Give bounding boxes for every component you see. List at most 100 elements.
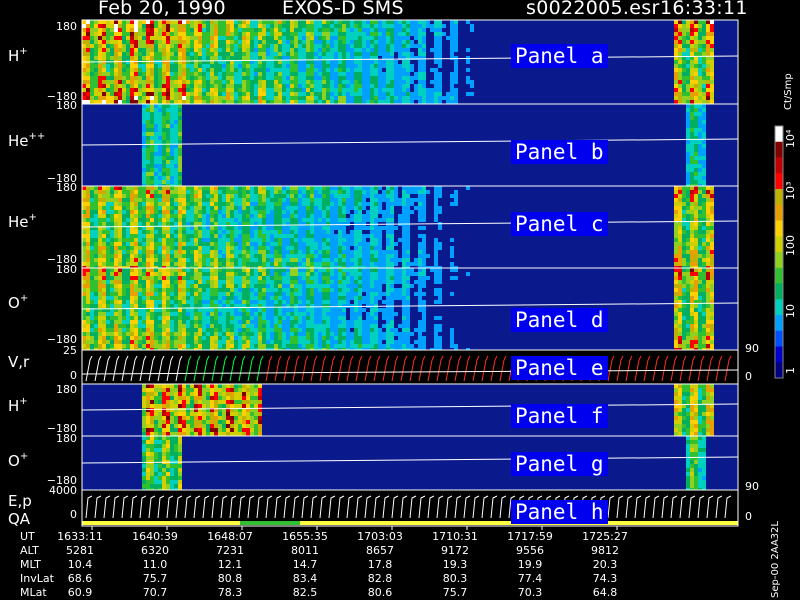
orbit-value: 17.8 (367, 558, 393, 571)
colorbar-swatch (775, 267, 783, 284)
colorbar-title: Ct/Smp (783, 73, 794, 110)
tick-d-max: 180 (56, 263, 77, 276)
tick-b-max: 180 (56, 99, 77, 112)
colorbar-swatch (775, 204, 783, 221)
tick-g-min: −180 (46, 474, 77, 487)
tick-a-max: 180 (56, 20, 77, 33)
colorbar-tick-1: 1 (784, 367, 797, 374)
colorbar-tick-1000: 10³ (784, 181, 797, 200)
orbit-value: 60.9 (67, 586, 93, 599)
colorbar-swatch (775, 299, 783, 316)
orbit-value: 1717:59 (507, 530, 553, 543)
panel-g-heatmap (81, 436, 739, 492)
orbit-value: 19.3 (442, 558, 468, 571)
panel-g-species: O+ (8, 451, 29, 470)
tick-g-max: 180 (56, 432, 77, 445)
file-name: s0022005.esr (526, 0, 660, 19)
colorbar-swatch (775, 330, 783, 347)
colorbar-tick-10: 10 (784, 304, 797, 318)
tick-a-min: −180 (46, 90, 77, 103)
orbit-row-label: ALT (20, 544, 39, 557)
panel-c-heatmap (81, 186, 739, 270)
panel-e-traces (81, 350, 739, 384)
colorbar-swatch (775, 252, 783, 269)
orbit-value: 70.3 (517, 586, 543, 599)
orbit-value: 11.0 (142, 558, 168, 571)
instrument-name: EXOS-D SMS (282, 0, 404, 19)
tick-c-max: 180 (56, 181, 77, 194)
tick-f-max: 180 (56, 383, 77, 396)
panel-b-badge: Panel b (511, 140, 608, 164)
colorbar-swatch (775, 173, 783, 190)
panel-c-species: He+ (8, 212, 37, 231)
tick-e-min: 0 (70, 369, 77, 382)
tick-h-min: 0 (70, 508, 77, 521)
tick-e-max: 25 (63, 344, 77, 357)
orbit-value: 14.7 (292, 558, 318, 571)
orbit-value: 19.9 (517, 558, 543, 571)
colorbar-swatch (775, 236, 783, 253)
orbit-value: 82.8 (367, 572, 393, 585)
plot-id: Sep-00 2AA32L (770, 521, 781, 598)
colorbar-swatch (775, 220, 783, 237)
panel-c-badge: Panel c (511, 212, 608, 236)
panel-frame (81, 489, 739, 527)
orbit-value: 70.7 (142, 586, 168, 599)
tick-h-max: 4000 (49, 484, 77, 497)
colorbar-frame (774, 125, 784, 379)
orbit-value: 1710:31 (432, 530, 478, 543)
orbit-value: 77.4 (517, 572, 543, 585)
orbit-value: 9556 (516, 544, 544, 557)
tick-f-min: −180 (46, 422, 77, 435)
plot-time: 16:33:11 (660, 0, 748, 19)
colorbar-swatch (775, 126, 783, 143)
tick-e-right-min: 0 (745, 370, 752, 383)
plot-date: Feb 20, 1990 (98, 0, 226, 19)
colorbar-swatch (775, 141, 783, 158)
panel-f-species: H+ (8, 396, 28, 415)
orbit-value: 1703:03 (357, 530, 403, 543)
orbit-value: 5281 (66, 544, 94, 557)
orbit-value: 68.6 (67, 572, 93, 585)
orbit-value: 75.7 (442, 586, 468, 599)
panel-a-species: H+ (8, 46, 28, 65)
orbit-value: 1655:35 (282, 530, 328, 543)
tick-c-min: −180 (46, 253, 77, 266)
orbit-value: 20.3 (592, 558, 618, 571)
panel-b-species: He++ (8, 131, 46, 150)
orbit-value: 1640:39 (132, 530, 178, 543)
orbit-value: 8011 (291, 544, 319, 557)
orbit-value: 7231 (216, 544, 244, 557)
panel-e-badge: Panel e (511, 356, 608, 380)
orbit-value: 1648:07 (207, 530, 253, 543)
colorbar-swatch (775, 346, 783, 363)
panel-d-heatmap (81, 268, 739, 352)
orbit-value: 75.7 (142, 572, 168, 585)
panel-f-heatmap (81, 384, 739, 436)
panel-h-species2: QA (8, 510, 31, 528)
colorbar-swatch (775, 283, 783, 300)
colorbar (774, 125, 784, 379)
colorbar-swatch (775, 157, 783, 174)
panel-e-species: V,r (8, 353, 30, 371)
panel-a-badge: Panel a (511, 44, 608, 68)
orbit-value: 80.8 (217, 572, 243, 585)
orbit-value: 12.1 (217, 558, 243, 571)
orbit-row-label: UT (20, 530, 35, 543)
orbit-value: 8657 (366, 544, 394, 557)
orbit-row-label: InvLat (20, 572, 54, 585)
colorbar-swatch (775, 189, 783, 206)
colorbar-swatch (775, 362, 783, 379)
panel-d-badge: Panel d (511, 308, 608, 332)
orbit-value: 74.3 (592, 572, 618, 585)
colorbar-swatch (775, 315, 783, 332)
panel-h-traces (82, 490, 738, 526)
panel-g-badge: Panel g (511, 452, 608, 476)
orbit-value: 10.4 (67, 558, 93, 571)
orbit-value: 9812 (591, 544, 619, 557)
orbit-value: 1633:11 (57, 530, 103, 543)
orbit-row-label: MLT (20, 558, 41, 571)
tick-h-right-max: 90 (745, 480, 759, 493)
panel-b-heatmap (81, 104, 739, 188)
